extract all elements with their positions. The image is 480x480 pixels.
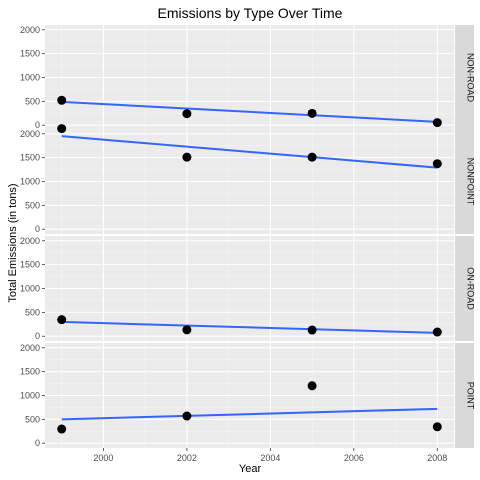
y-tick-label: 1500 — [20, 49, 40, 59]
facet-strip — [455, 129, 474, 234]
y-tick-label: 0 — [35, 438, 40, 448]
data-point — [307, 381, 317, 391]
x-tick-label: 2008 — [427, 453, 447, 463]
data-point — [57, 424, 67, 434]
data-point — [182, 411, 192, 421]
fit-line — [61, 100, 438, 123]
data-point — [307, 152, 317, 162]
y-tick-label: 2000 — [20, 236, 40, 246]
y-tick-label: 500 — [25, 307, 40, 317]
y-tick-label: 2000 — [20, 343, 40, 353]
x-axis: 2000 2002 2004 2006 2008 — [93, 448, 447, 463]
data-point — [57, 315, 67, 325]
data-point — [307, 108, 317, 118]
y-tick-label: 0 — [35, 224, 40, 234]
data-point — [182, 152, 192, 162]
facet-strip-label: NON-ROAD — [466, 53, 476, 102]
y-tick-label: 500 — [25, 414, 40, 424]
y-tick-label: 2000 — [20, 129, 40, 139]
x-axis-title: Year — [239, 463, 262, 475]
y-tick-label: 1000 — [20, 177, 40, 187]
facet-nonpoint: 0 500 1000 1500 2000 NONPOINT — [20, 124, 476, 234]
facet-strip — [455, 236, 474, 341]
y-tick-label: 0 — [35, 120, 40, 130]
data-point — [57, 124, 67, 134]
y-axis-title: Total Emissions (in tons) — [7, 183, 19, 302]
x-tick-label: 2002 — [177, 453, 197, 463]
y-tick-label: 1000 — [20, 73, 40, 83]
y-tick-label: 1500 — [20, 260, 40, 270]
fit-line — [61, 407, 438, 421]
y-tick-label: 1000 — [20, 391, 40, 401]
fit-line — [61, 320, 438, 334]
data-point — [182, 325, 192, 335]
facet-on-road: 0 500 1000 1500 2000 ON-ROAD — [20, 236, 476, 341]
data-point — [307, 325, 317, 335]
data-point — [432, 327, 442, 337]
y-tick-label: 0 — [35, 331, 40, 341]
fit-line — [61, 135, 438, 169]
y-tick-label: 500 — [25, 96, 40, 106]
facet-strip-label: POINT — [466, 382, 476, 410]
x-tick-label: 2000 — [93, 453, 113, 463]
data-point — [432, 159, 442, 169]
facet-strip-label: NONPOINT — [466, 158, 476, 206]
facet-non-road: 0 500 1000 1500 2000 NON-ROAD — [20, 25, 476, 130]
data-point — [57, 95, 67, 105]
data-point — [182, 109, 192, 119]
y-tick-label: 1500 — [20, 367, 40, 377]
facet-strip — [455, 25, 474, 130]
y-tick-label: 1500 — [20, 153, 40, 163]
facet-strip — [455, 343, 474, 448]
y-tick-label: 1000 — [20, 284, 40, 294]
facet-point: 0 500 1000 1500 2000 POINT — [20, 343, 476, 448]
y-tick-label: 500 — [25, 200, 40, 210]
facet-strip-label: ON-ROAD — [466, 267, 476, 310]
x-tick-label: 2004 — [260, 453, 280, 463]
x-tick-label: 2006 — [344, 453, 364, 463]
y-tick-label: 2000 — [20, 25, 40, 35]
data-point — [432, 118, 442, 128]
facet-panels: 0 500 1000 1500 2000 NON-ROAD 0 500 1000 1500 2000… — [20, 25, 476, 463]
chart-title: Emissions by Type Over Time — [158, 5, 343, 21]
data-point — [432, 422, 442, 432]
